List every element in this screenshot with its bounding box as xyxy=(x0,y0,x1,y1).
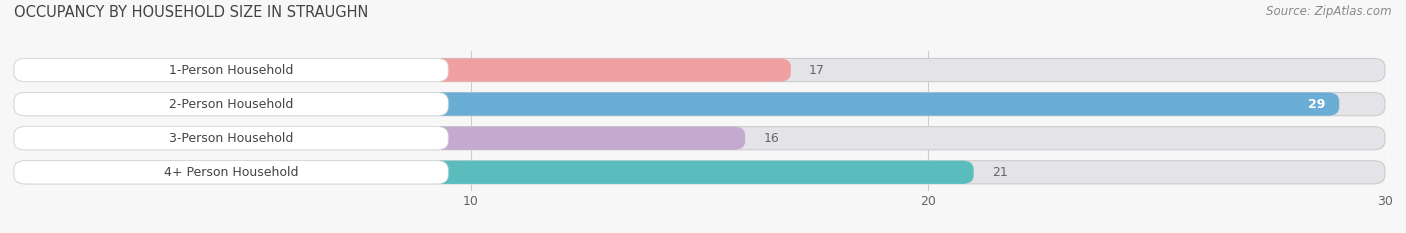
Text: 4+ Person Household: 4+ Person Household xyxy=(165,166,298,179)
FancyBboxPatch shape xyxy=(14,127,1385,150)
Text: 16: 16 xyxy=(763,132,779,145)
Text: 3-Person Household: 3-Person Household xyxy=(169,132,294,145)
FancyBboxPatch shape xyxy=(14,58,1385,82)
Text: 29: 29 xyxy=(1308,98,1326,111)
Text: 1-Person Household: 1-Person Household xyxy=(169,64,294,76)
Text: OCCUPANCY BY HOUSEHOLD SIZE IN STRAUGHN: OCCUPANCY BY HOUSEHOLD SIZE IN STRAUGHN xyxy=(14,5,368,20)
FancyBboxPatch shape xyxy=(14,161,974,184)
Text: 17: 17 xyxy=(810,64,825,76)
FancyBboxPatch shape xyxy=(14,58,449,82)
FancyBboxPatch shape xyxy=(14,93,1340,116)
FancyBboxPatch shape xyxy=(14,161,449,184)
FancyBboxPatch shape xyxy=(14,93,449,116)
Text: 2-Person Household: 2-Person Household xyxy=(169,98,294,111)
FancyBboxPatch shape xyxy=(14,127,745,150)
FancyBboxPatch shape xyxy=(14,161,1385,184)
Text: 21: 21 xyxy=(993,166,1008,179)
FancyBboxPatch shape xyxy=(14,93,1385,116)
Text: Source: ZipAtlas.com: Source: ZipAtlas.com xyxy=(1267,5,1392,18)
FancyBboxPatch shape xyxy=(14,58,792,82)
FancyBboxPatch shape xyxy=(14,127,449,150)
